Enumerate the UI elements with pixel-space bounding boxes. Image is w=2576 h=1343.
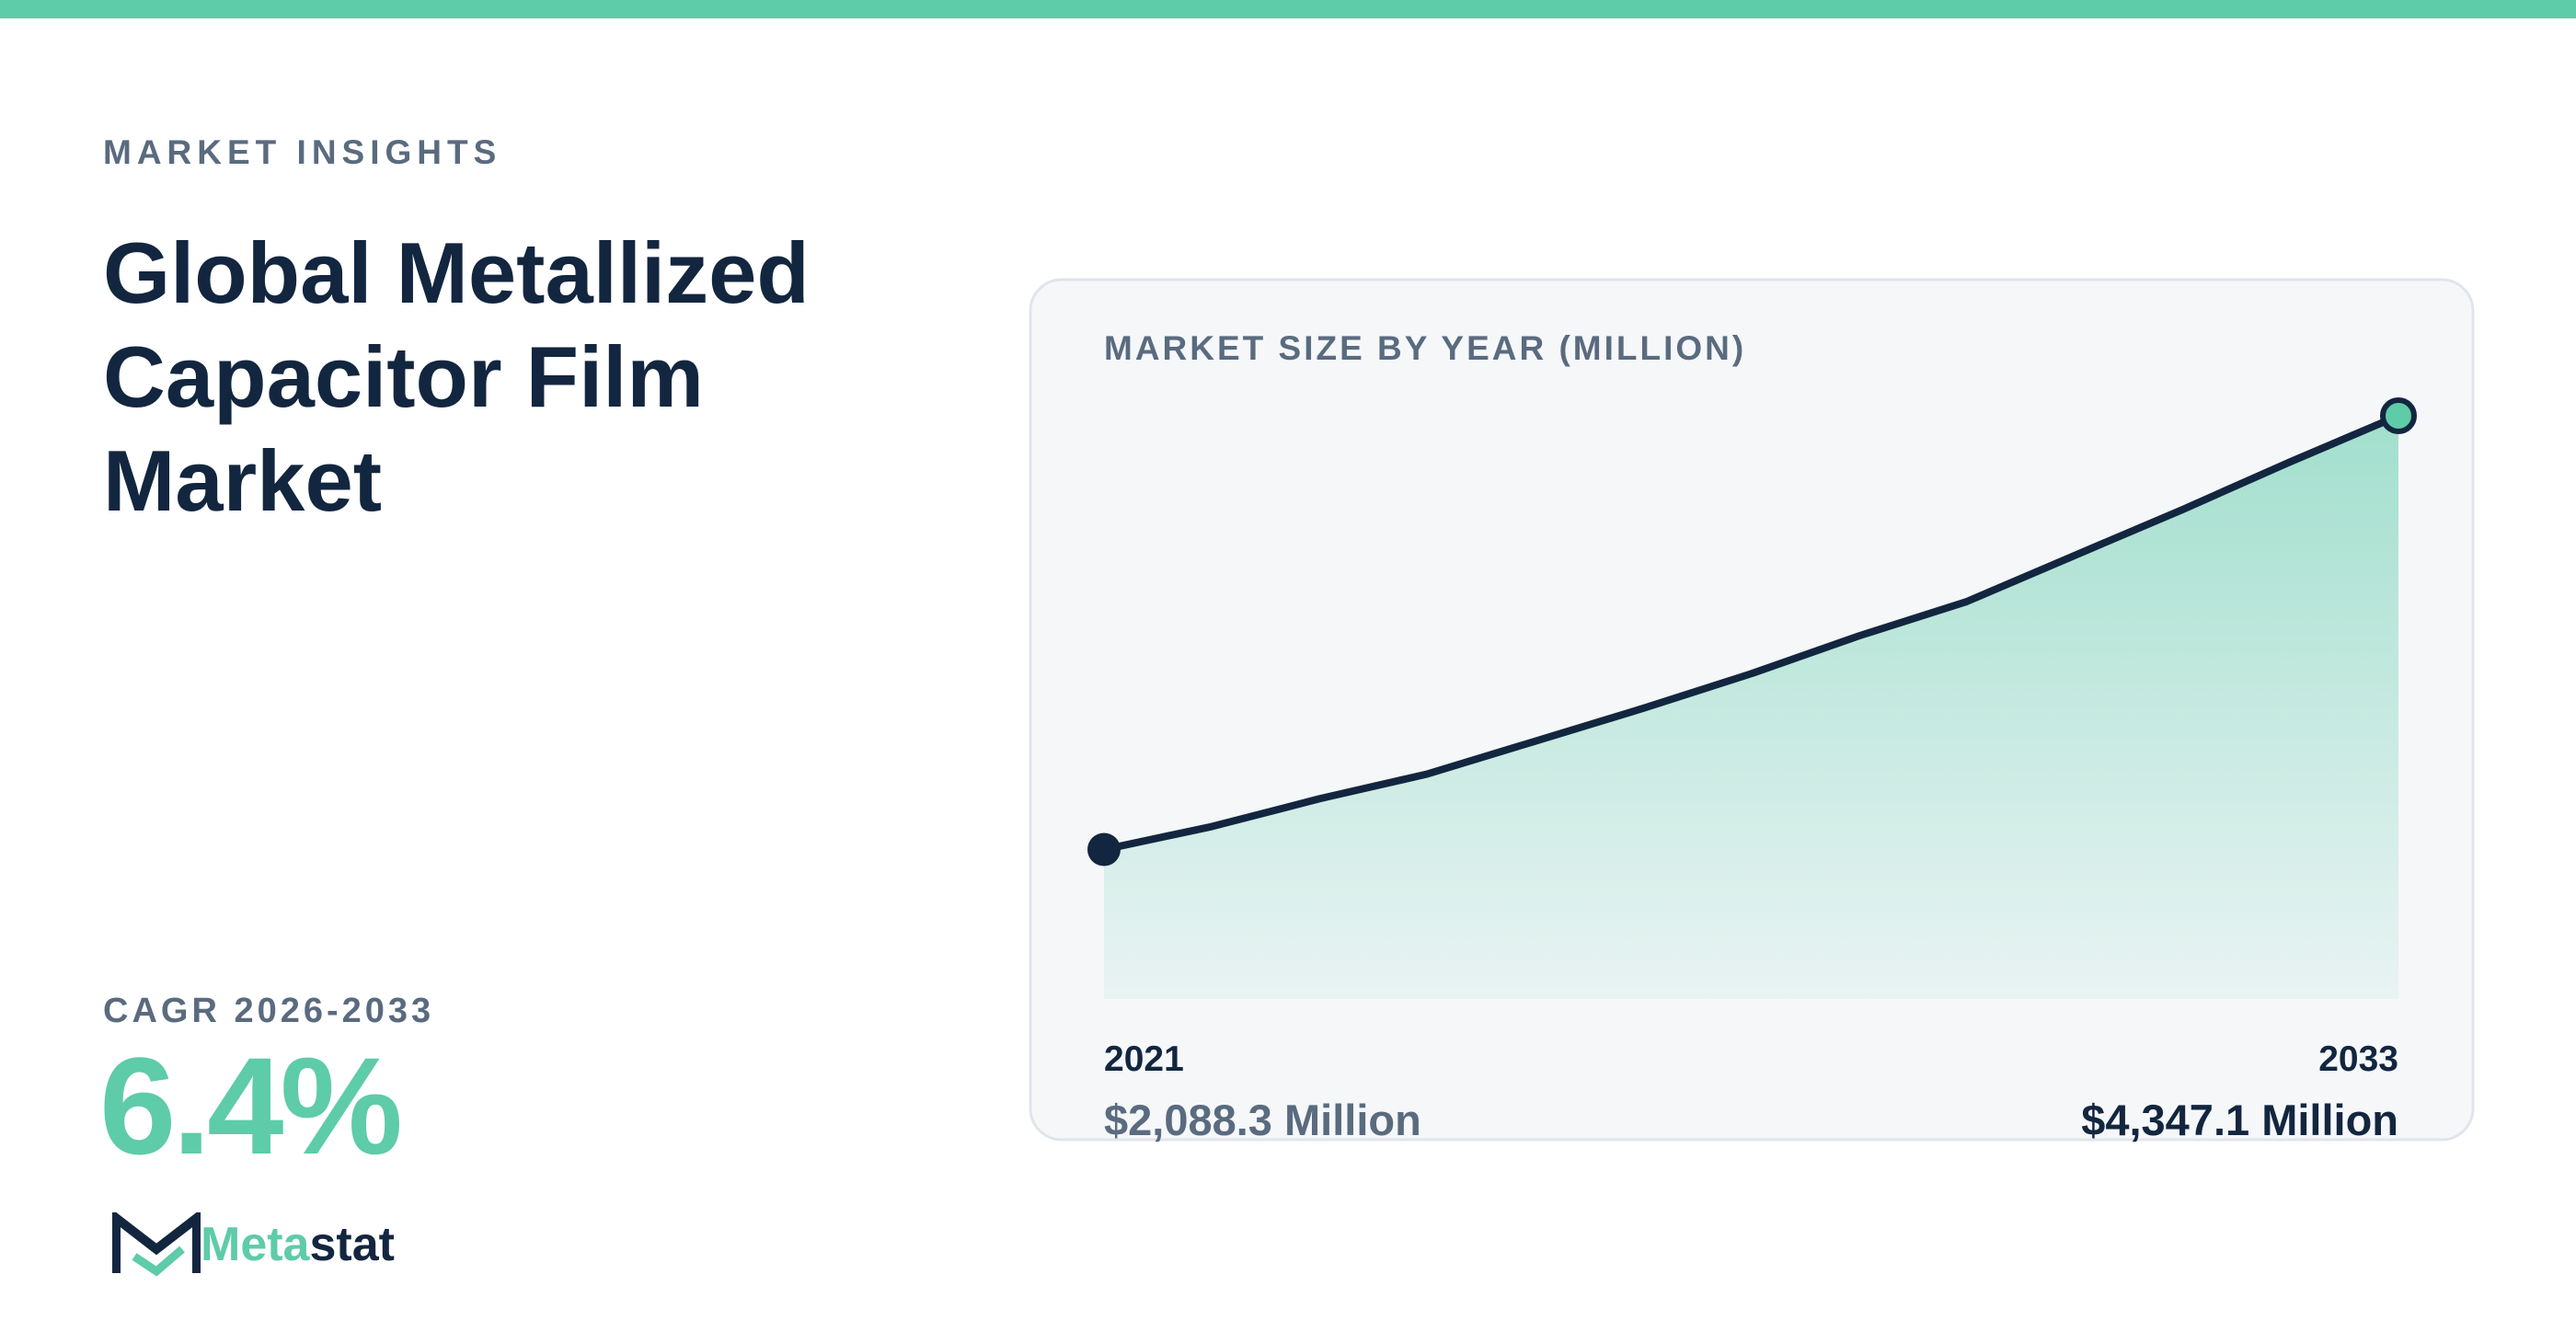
end-point <box>2380 397 2417 434</box>
x-label: 2021 <box>1104 1039 1184 1079</box>
logo-icon <box>112 1212 201 1277</box>
eyebrow: MARKET INSIGHTS <box>103 133 502 171</box>
logo-text: Meta <box>201 1218 310 1271</box>
x-label: 2033 <box>2318 1039 2398 1079</box>
cagr-value: 6.4% <box>99 1028 403 1183</box>
area <box>1104 416 2398 999</box>
value-label: $4,347.1 Million <box>2081 1096 2398 1144</box>
value-label: $2,088.3 Million <box>1104 1096 1421 1144</box>
logo: Meta stat <box>112 1212 395 1277</box>
cagr-label: CAGR 2026-2033 <box>103 992 435 1030</box>
chart-title: MARKET SIZE BY YEAR (MILLION) <box>1104 329 1746 367</box>
top-bar <box>0 0 2576 18</box>
page-title: Global Metallized Capacitor Film Market <box>103 224 810 529</box>
line <box>1103 412 2400 854</box>
logo-text: stat <box>309 1218 395 1271</box>
start-point <box>1087 832 1121 867</box>
